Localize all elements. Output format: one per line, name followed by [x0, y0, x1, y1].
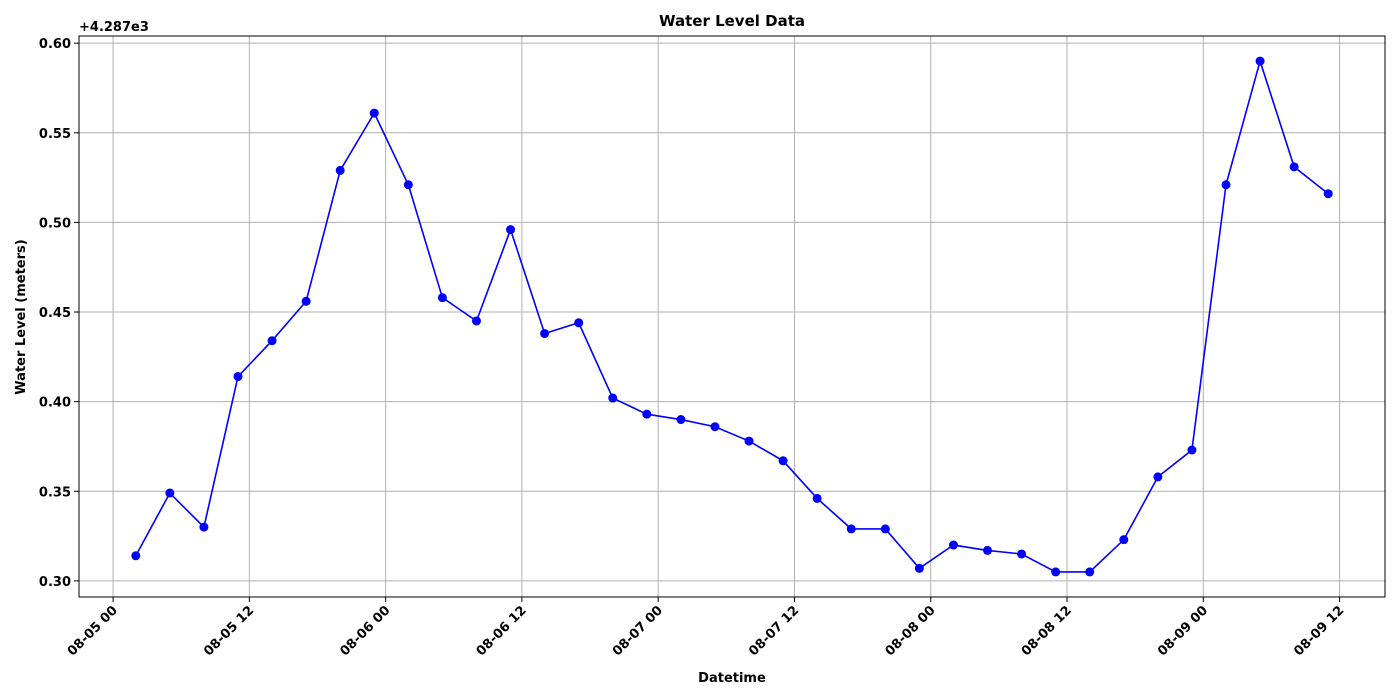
x-tick-label: 08-05 12: [201, 603, 257, 659]
data-point: [1085, 567, 1095, 577]
plot-frame: [78, 35, 1386, 598]
data-point: [1051, 567, 1061, 577]
data-point: [403, 180, 413, 190]
data-point: [1255, 56, 1265, 66]
data-point: [506, 225, 516, 235]
x-tick-label: 08-08 00: [883, 603, 939, 659]
data-point: [199, 522, 209, 532]
data-point: [744, 436, 754, 446]
data-point: [574, 318, 584, 328]
data-point: [1289, 162, 1299, 172]
data-point: [812, 493, 822, 503]
y-axis-label: Water Level (meters): [14, 239, 29, 394]
data-point: [1187, 445, 1197, 455]
x-tick-label: 08-07 00: [610, 603, 666, 659]
data-point: [710, 422, 720, 432]
data-point: [846, 524, 856, 534]
data-point: [437, 293, 447, 303]
y-tick-label: 0.55: [39, 127, 71, 142]
data-point: [335, 165, 345, 175]
data-point: [983, 545, 993, 555]
y-tick-label: 0.45: [39, 306, 71, 321]
x-tick-label: 08-09 12: [1291, 603, 1347, 659]
data-point: [1153, 472, 1163, 482]
chart-title: Water Level Data: [659, 12, 805, 30]
data-point: [880, 524, 890, 534]
data-point: [948, 540, 958, 550]
y-tick-label: 0.30: [39, 575, 71, 590]
y-offset-label: +4.287e3: [79, 20, 149, 35]
data-point: [301, 296, 311, 306]
y-tick-label: 0.40: [39, 396, 71, 411]
y-tick-label: 0.35: [39, 485, 71, 500]
data-point: [1323, 189, 1333, 199]
data-point: [778, 456, 788, 466]
data-point: [540, 329, 550, 339]
x-tick-label: 08-06 12: [474, 603, 530, 659]
data-point: [1119, 535, 1129, 545]
x-tick-label: 08-09 00: [1155, 603, 1211, 659]
data-point: [608, 393, 618, 403]
x-tick-label: 08-06 00: [337, 603, 393, 659]
data-point: [369, 108, 379, 118]
data-point: [165, 488, 175, 498]
data-point: [131, 551, 141, 561]
y-tick-label: 0.60: [39, 37, 71, 52]
x-axis-label: Datetime: [698, 671, 766, 686]
x-tick-label: 08-08 12: [1019, 603, 1075, 659]
y-tick-label: 0.50: [39, 216, 71, 231]
x-tick-label: 08-07 12: [746, 603, 802, 659]
data-point: [914, 563, 924, 573]
data-point: [1017, 549, 1027, 559]
data-line: [135, 58, 1329, 573]
data-point: [642, 409, 652, 419]
x-tick-label: 08-05 00: [65, 603, 121, 659]
data-point: [676, 415, 686, 425]
data-point: [1221, 180, 1231, 190]
data-point: [471, 316, 481, 326]
data-point: [267, 336, 277, 346]
data-point: [233, 372, 243, 382]
